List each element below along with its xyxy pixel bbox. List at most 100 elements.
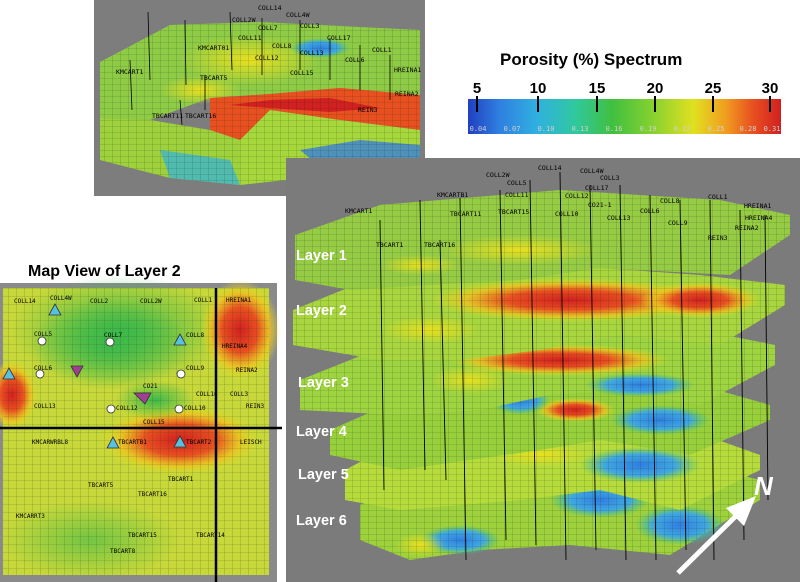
map-well-label: KMCARWRBL8 bbox=[32, 439, 69, 446]
block-well-label: COLL4W bbox=[286, 11, 310, 19]
layers-well-labels: COLL14 COLL4W COLL3 COLL2W COLL5 COLL17 … bbox=[345, 164, 772, 249]
block-well-label: COLL12 bbox=[255, 54, 279, 62]
block-well-labels: COLL14 COLL4W COLL2W COLL3 COLL7 COLL11 … bbox=[116, 4, 421, 120]
legend-tick-marks bbox=[476, 96, 771, 112]
map-view-panel: Map View of Layer 2 bbox=[0, 263, 282, 582]
layers-well-label: TBCART11 bbox=[450, 210, 481, 218]
map-well-label: COLL3 bbox=[230, 391, 248, 398]
legend-tick-bottom: 0.13 bbox=[572, 125, 589, 133]
map-well-label: COLL12 bbox=[116, 405, 138, 412]
legend-tick-top: 30 bbox=[762, 80, 779, 97]
layers-well-label: COLL10 bbox=[555, 210, 579, 218]
map-well-label: COLL2W bbox=[140, 298, 162, 305]
layers-well-label: COLL3 bbox=[600, 174, 620, 182]
map-well-labels: COLL14 COLL4W COLL2 COLL2W COLL1 HREINA1… bbox=[14, 295, 264, 555]
layers-well-lines bbox=[379, 171, 769, 561]
north-arrow-head bbox=[726, 496, 756, 526]
block-well-label: COLL13 bbox=[300, 49, 324, 57]
layers-well-label: KMCART1 bbox=[345, 207, 372, 215]
block-well-label: COLL7 bbox=[258, 24, 278, 32]
map-well-label: TBCARTB1 bbox=[118, 439, 147, 446]
map-well-label: COLL10 bbox=[184, 405, 206, 412]
map-well-label: TBCART14 bbox=[196, 532, 225, 539]
layers-well-label: HREINA4 bbox=[745, 214, 772, 222]
layers-well-label: COLL8 bbox=[660, 197, 680, 205]
map-well-label: COLL15 bbox=[143, 419, 165, 426]
block-well-label: REIN3 bbox=[358, 106, 378, 114]
map-well-label: COLL2 bbox=[90, 298, 108, 305]
legend-tick-bottom: 0.25 bbox=[708, 125, 725, 133]
map-well-label: COLL16 bbox=[196, 391, 218, 398]
legend-tick-bottom: 0.04 bbox=[470, 125, 487, 133]
map-well-label: COLL7 bbox=[104, 332, 122, 339]
block-well-label: COLL11 bbox=[238, 34, 262, 42]
map-well-label: TBCART15 bbox=[128, 532, 157, 539]
block-well-label: TBCART16 bbox=[185, 112, 216, 120]
block-well-label: COLL15 bbox=[290, 69, 314, 77]
block-well-label: COLL3 bbox=[300, 22, 320, 30]
map-well-markers bbox=[2, 303, 187, 449]
map-well-label: CO21 bbox=[143, 383, 158, 390]
map-well-label: KMCARRT3 bbox=[16, 513, 45, 520]
layer-3-label: Layer 3 bbox=[298, 375, 349, 391]
map-well-label: HREINA1 bbox=[226, 297, 252, 304]
map-well-label: REIN3 bbox=[246, 403, 264, 410]
map-well-label: LEISCH bbox=[240, 439, 262, 446]
block-front-grid-left bbox=[100, 118, 240, 185]
block-well-label: COLL14 bbox=[258, 4, 282, 12]
block-top-grid bbox=[100, 22, 420, 120]
layers-well-label: HREINA1 bbox=[744, 202, 771, 210]
map-view-title: Map View of Layer 2 bbox=[28, 263, 181, 280]
legend-title: Porosity (%) Spectrum bbox=[500, 50, 682, 69]
legend-tick-bottom: 0.22 bbox=[674, 125, 691, 133]
block-well-label: COLL2W bbox=[232, 16, 256, 24]
north-arrow: N bbox=[676, 471, 774, 575]
map-well-label: COLL5 bbox=[34, 331, 52, 338]
map-well-label: REINA2 bbox=[236, 367, 258, 374]
block-well-label: KMCART1 bbox=[116, 68, 143, 76]
block-well-label: COLL1 bbox=[372, 46, 392, 54]
block-view-panel: COLL14 COLL4W COLL2W COLL3 COLL7 COLL11 … bbox=[94, 0, 425, 196]
legend-tick-top: 15 bbox=[589, 80, 606, 97]
layers-well-label: COLL1 bbox=[708, 193, 728, 201]
map-well-label: COLL14 bbox=[14, 298, 36, 305]
legend-tick-top: 10 bbox=[530, 80, 547, 97]
map-well-label: COLL4W bbox=[50, 295, 72, 302]
layer-1-slab bbox=[295, 190, 790, 290]
north-label: N bbox=[754, 471, 774, 501]
layers-well-label: CO21-1 bbox=[588, 201, 612, 209]
map-well-label: COLL9 bbox=[186, 365, 204, 372]
layers-well-label: COLL11 bbox=[505, 191, 529, 199]
legend-tick-bottom: 0.31 bbox=[764, 125, 781, 133]
layer-4-label: Layer 4 bbox=[296, 424, 347, 440]
block-well-label: COLL6 bbox=[345, 56, 365, 64]
layer-6-label: Layer 6 bbox=[296, 513, 347, 529]
legend-tick-bottom: 0.10 bbox=[538, 125, 555, 133]
layers-well-label: COLL4W bbox=[580, 167, 604, 175]
map-grid bbox=[3, 288, 269, 575]
block-well-label: TBCART5 bbox=[200, 74, 227, 82]
layers-well-label: COLL13 bbox=[607, 214, 631, 222]
map-well-label: COLL6 bbox=[34, 365, 52, 372]
porosity-legend: Porosity (%) Spectrum 5 10 15 20 25 30 0… bbox=[425, 37, 800, 142]
layers-well-label: COLL6 bbox=[640, 207, 660, 215]
layers-well-label: COLL2W bbox=[486, 171, 510, 179]
layers-well-label: TBCART1 bbox=[376, 241, 403, 249]
legend-tick-top: 5 bbox=[473, 80, 481, 97]
layers-well-label: COLL12 bbox=[565, 192, 589, 200]
legend-tick-bottom: 0.19 bbox=[640, 125, 657, 133]
layers-well-label: KMCARTB1 bbox=[437, 191, 468, 199]
legend-tick-bottom: 0.28 bbox=[740, 125, 757, 133]
legend-bottom-ticks: 0.04 0.07 0.10 0.13 0.16 0.19 0.22 0.25 … bbox=[470, 125, 781, 133]
layers-well-label: COLL17 bbox=[585, 184, 609, 192]
block-cutaway-grid bbox=[210, 88, 420, 140]
layers-well-label: COLL9 bbox=[668, 219, 688, 227]
layer-2-slab bbox=[293, 265, 785, 360]
map-well-label: TBCART5 bbox=[88, 482, 114, 489]
layer-2-label: Layer 2 bbox=[296, 303, 347, 319]
block-well-lines bbox=[129, 11, 391, 126]
layers-well-label: REINA2 bbox=[735, 224, 759, 232]
legend-color-bar bbox=[468, 99, 781, 134]
legend-tick-bottom: 0.16 bbox=[606, 125, 623, 133]
